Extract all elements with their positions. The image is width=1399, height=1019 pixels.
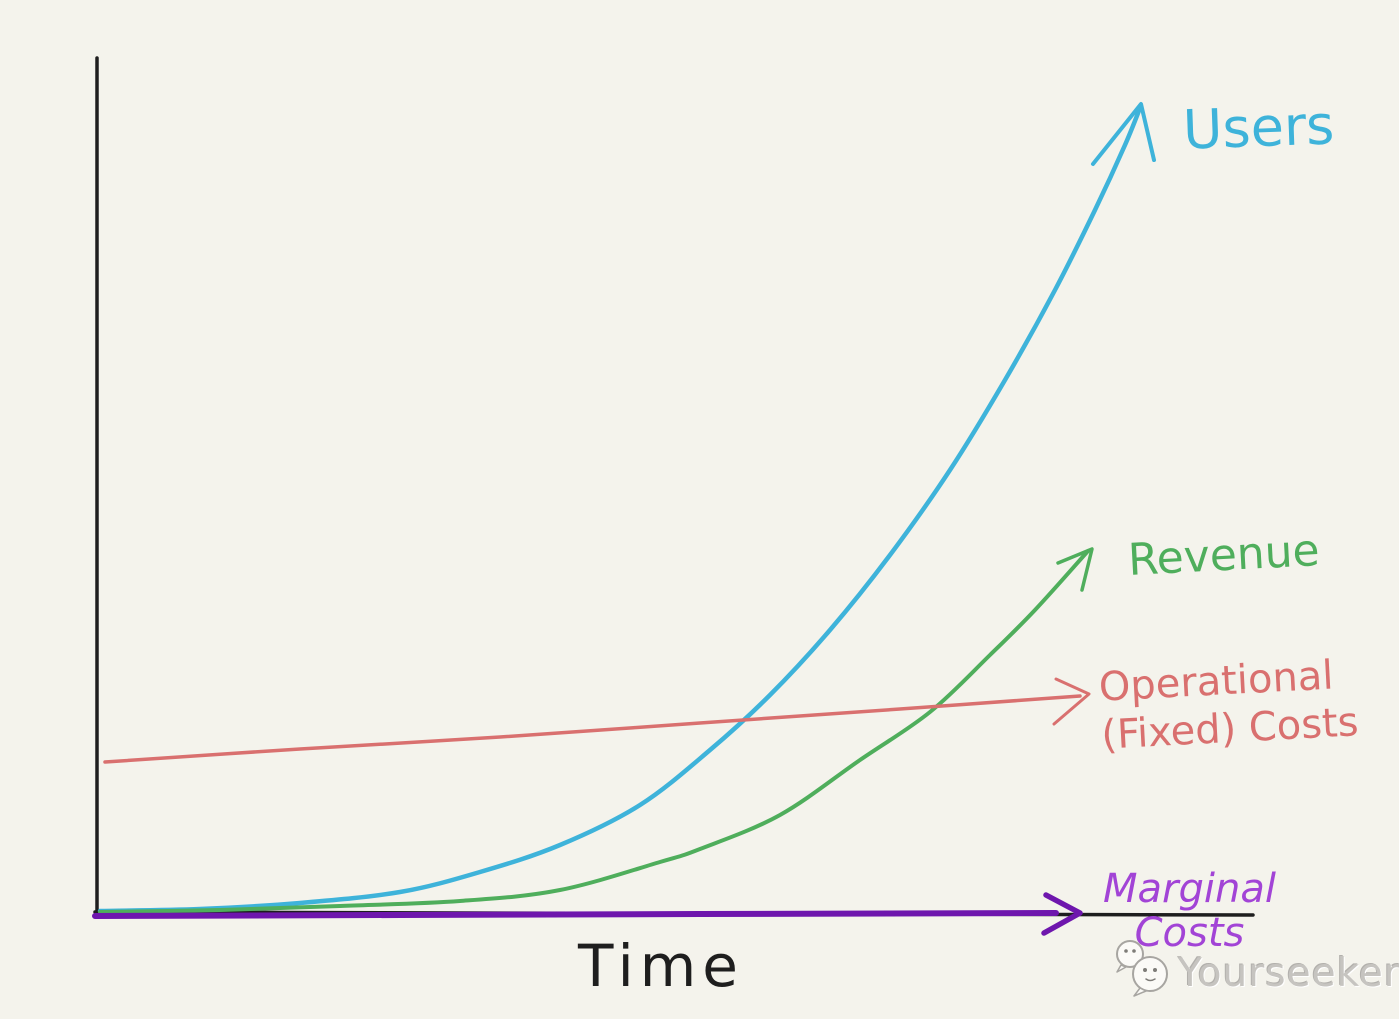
operational-costs-series-label: Operational (Fixed) Costs [1098, 653, 1360, 759]
users-curve-arrowhead [1091, 102, 1156, 166]
marginal-costs-line-arrowhead [1041, 892, 1083, 936]
watermark: Yourseeker [1110, 936, 1399, 1002]
marginal-costs-line [92, 910, 1059, 919]
revenue-series-label: Revenue [1126, 525, 1321, 586]
revenue-curve-arrowhead [1056, 547, 1094, 592]
marginal-costs-label-line1: Marginal [1103, 866, 1276, 912]
x-axis-title: Time [578, 932, 744, 1000]
users-series-label: Users [1181, 93, 1336, 162]
marginal-costs-series-label: Marginal Costs [1103, 868, 1276, 954]
operational-costs-line [103, 694, 1082, 764]
watermark-text: Yourseeker [1178, 950, 1399, 996]
operational-costs-line-arrowhead [1052, 677, 1091, 726]
chat-bubbles-icon [1116, 940, 1168, 997]
marginal-costs-label-line2: Costs [1134, 910, 1245, 956]
revenue-curve [98, 549, 1090, 914]
users-curve [97, 105, 1143, 914]
